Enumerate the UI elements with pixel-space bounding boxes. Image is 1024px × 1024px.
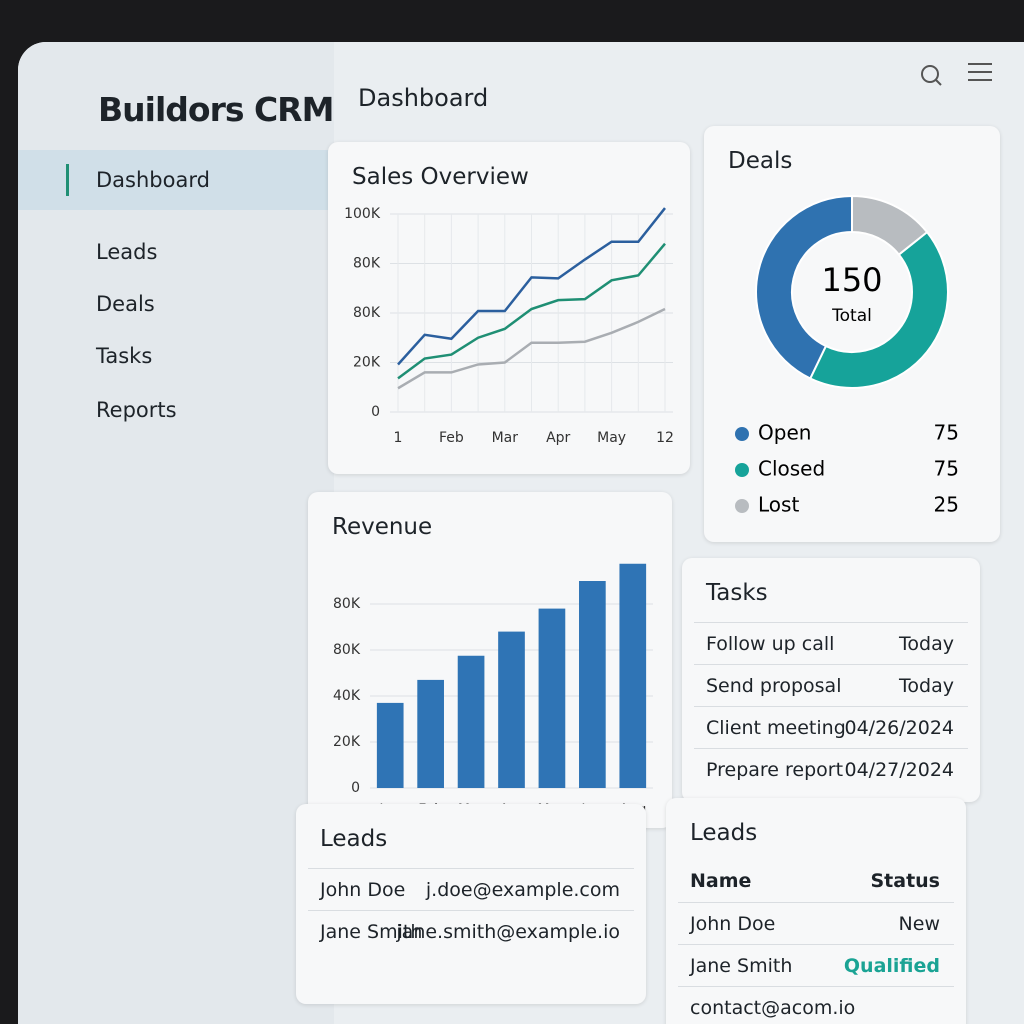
task-due: 04/27/2024 <box>844 759 954 781</box>
task-due: 04/26/2024 <box>844 717 954 739</box>
y-tick-label: 80K <box>353 305 381 321</box>
leads-list-card: Leads John Doe j.doe@example.com Jane Smi… <box>296 804 646 1004</box>
task-row[interactable]: Follow up call Today <box>694 622 968 665</box>
lead-email: contact@acom.io <box>690 997 856 1019</box>
lead-status: Qualified <box>843 955 940 977</box>
lead-row[interactable]: Jane Smith jane.smith@example.io <box>308 910 634 953</box>
legend-swatch <box>735 463 749 477</box>
lead-row[interactable]: John Doe j.doe@example.com <box>308 868 634 911</box>
line-chart: 0 20K 80K 80K 100K 1 Feb Mar Apr May 12 <box>344 206 674 446</box>
task-due: Today <box>899 633 954 655</box>
legend-swatch <box>735 499 749 513</box>
nav-item[interactable]: Tasks <box>96 344 153 368</box>
lead-email: jane.smith@example.io <box>396 921 620 943</box>
menu-icon[interactable] <box>968 63 992 81</box>
legend-value: 25 <box>934 493 959 517</box>
deals-card: Deals Open 75 Closed 75 Lost 25 150 Total <box>704 126 1000 542</box>
lead-name: John Doe <box>690 913 776 935</box>
center-label: Total <box>831 306 872 326</box>
nav-item[interactable]: Dashboard <box>18 150 328 210</box>
search-icon[interactable] <box>921 65 942 86</box>
nav-item[interactable]: Deals <box>96 292 155 316</box>
app-title: Buildors CRM <box>98 90 334 129</box>
donut-segment <box>755 194 853 380</box>
y-tick-label: 80K <box>353 256 381 272</box>
table-row[interactable]: John Doe New <box>678 902 954 945</box>
y-tick-label: 0 <box>351 780 360 796</box>
nav-item[interactable]: Leads <box>96 240 158 264</box>
y-tick-label: 20K <box>353 355 381 371</box>
lead-email: j.doe@example.com <box>425 879 620 901</box>
legend-label: Open <box>758 421 811 445</box>
bar <box>619 563 647 788</box>
bar <box>579 581 606 788</box>
legend-label: Closed <box>758 457 825 481</box>
x-tick-label: May <box>597 430 626 446</box>
bar <box>538 608 566 788</box>
line-series <box>397 307 666 390</box>
card-title: Sales Overview <box>352 164 529 190</box>
lead-status: New <box>898 913 940 935</box>
donut-segment <box>809 230 950 389</box>
legend-swatch <box>735 427 749 441</box>
task-row[interactable]: Prepare report 04/27/2024 <box>694 748 968 791</box>
card-title: Tasks <box>706 580 768 606</box>
page-title: Dashboard <box>358 84 489 112</box>
leads-table-card: Leads Name Status John Doe New Jane Smith Q… <box>666 798 966 1024</box>
x-tick-label: 12 <box>656 430 674 446</box>
y-tick-label: 100K <box>344 206 381 222</box>
bar <box>498 631 525 788</box>
column-header: Name <box>690 870 752 892</box>
table-row[interactable]: Jane Smith Qualified <box>678 944 954 987</box>
x-tick-label: Feb <box>439 430 464 446</box>
x-tick-label: 1 <box>394 430 403 446</box>
y-tick-label: 20K <box>333 734 361 750</box>
screen: Buildors CRM Dashboard Leads Deals Tasks… <box>18 42 1024 1024</box>
bar <box>376 702 404 788</box>
revenue-card: Revenue 020K40K80K80KJanFebMarAprMayJunA… <box>308 492 672 828</box>
table-row[interactable]: contact@acom.io <box>678 986 954 1024</box>
column-header: Status <box>870 870 940 892</box>
lead-name: Jane Smith <box>690 955 793 977</box>
table-header: Name Status <box>678 860 954 902</box>
task-name: Client meeting <box>706 717 846 739</box>
task-row[interactable]: Client meeting 04/26/2024 <box>694 706 968 749</box>
bar-chart: 020K40K80K80KJanFebMarAprMayJunAug <box>333 563 653 818</box>
toolbar-icons <box>921 63 992 86</box>
center-value: 150 <box>821 261 882 299</box>
legend-value: 75 <box>934 421 959 445</box>
task-row[interactable]: Send proposal Today <box>694 664 968 707</box>
legend-label: Lost <box>758 493 799 517</box>
x-tick-label: Apr <box>546 430 570 446</box>
sidebar: Buildors CRM Dashboard Leads Deals Tasks… <box>18 42 334 1024</box>
y-tick-label: 0 <box>371 404 380 420</box>
task-name: Follow up call <box>706 633 835 655</box>
bar <box>417 679 444 788</box>
card-title: Leads <box>690 820 758 846</box>
line-series <box>397 242 666 380</box>
card-title: Leads <box>320 826 388 852</box>
y-tick-label: 80K <box>333 596 361 612</box>
card-title: Revenue <box>332 514 433 540</box>
lead-name: Jane Smith <box>320 921 423 943</box>
task-name: Prepare report <box>706 759 844 781</box>
card-title: Deals <box>728 148 793 174</box>
x-tick-label: Mar <box>492 430 519 446</box>
donut-chart: Open 75 Closed 75 Lost 25 150 Total <box>735 194 959 517</box>
task-name: Send proposal <box>706 675 842 697</box>
bar <box>457 655 485 788</box>
sales-card: Sales Overview 0 20K 80K 80K 100K 1 Feb Mar Apr M… <box>328 142 690 474</box>
legend-value: 75 <box>934 457 959 481</box>
tasks-card: Tasks Follow up call Today Send proposal T… <box>682 558 980 802</box>
lead-name: John Doe <box>320 879 406 901</box>
y-tick-label: 80K <box>333 642 361 658</box>
donut-segment <box>851 194 929 256</box>
task-due: Today <box>899 675 954 697</box>
y-tick-label: 40K <box>333 688 361 704</box>
line-series <box>397 207 666 366</box>
nav-item[interactable]: Reports <box>96 398 177 422</box>
